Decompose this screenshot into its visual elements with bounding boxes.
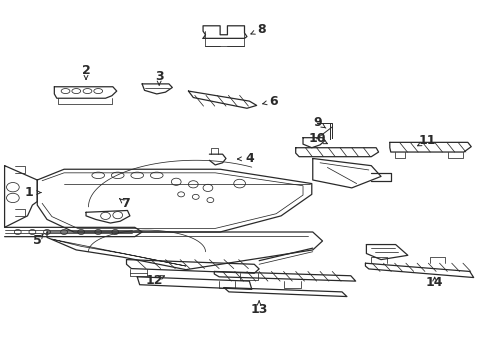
Text: 13: 13 bbox=[250, 303, 267, 316]
Text: 11: 11 bbox=[418, 134, 435, 147]
Text: 14: 14 bbox=[425, 276, 443, 289]
Text: 6: 6 bbox=[269, 95, 278, 108]
Text: 7: 7 bbox=[121, 197, 129, 210]
Text: 9: 9 bbox=[313, 116, 321, 129]
Text: 4: 4 bbox=[244, 152, 253, 165]
Text: 12: 12 bbox=[145, 274, 163, 287]
Text: 10: 10 bbox=[308, 132, 325, 145]
Text: 5: 5 bbox=[33, 234, 41, 247]
Text: 2: 2 bbox=[81, 64, 90, 77]
Text: 8: 8 bbox=[257, 23, 265, 36]
Text: 1: 1 bbox=[24, 186, 33, 199]
Text: 3: 3 bbox=[155, 69, 163, 82]
